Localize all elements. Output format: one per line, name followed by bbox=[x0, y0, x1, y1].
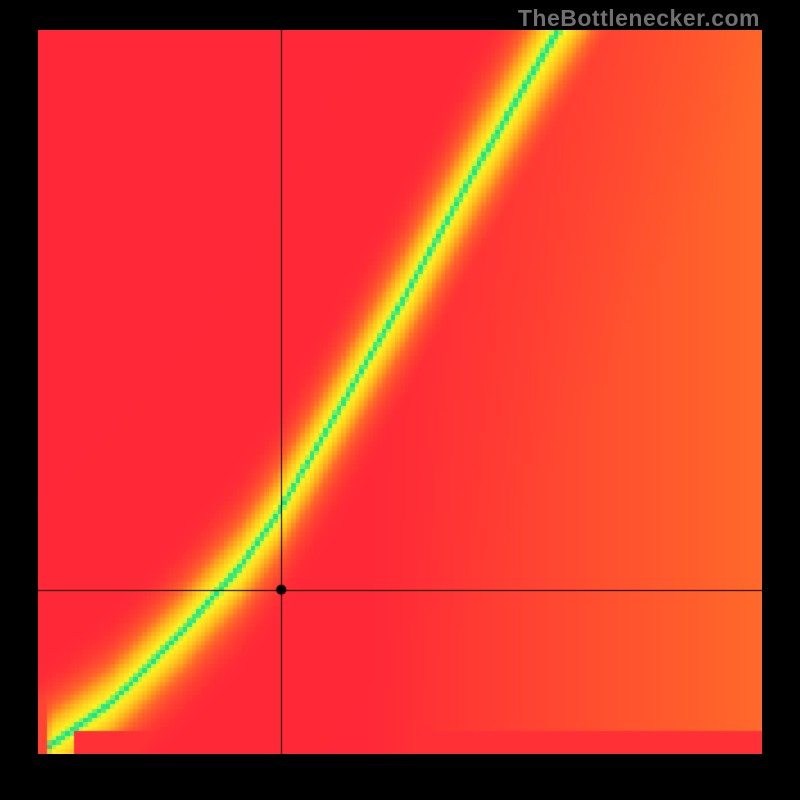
watermark-text: TheBottlenecker.com bbox=[518, 5, 760, 32]
bottleneck-heatmap bbox=[38, 30, 762, 754]
